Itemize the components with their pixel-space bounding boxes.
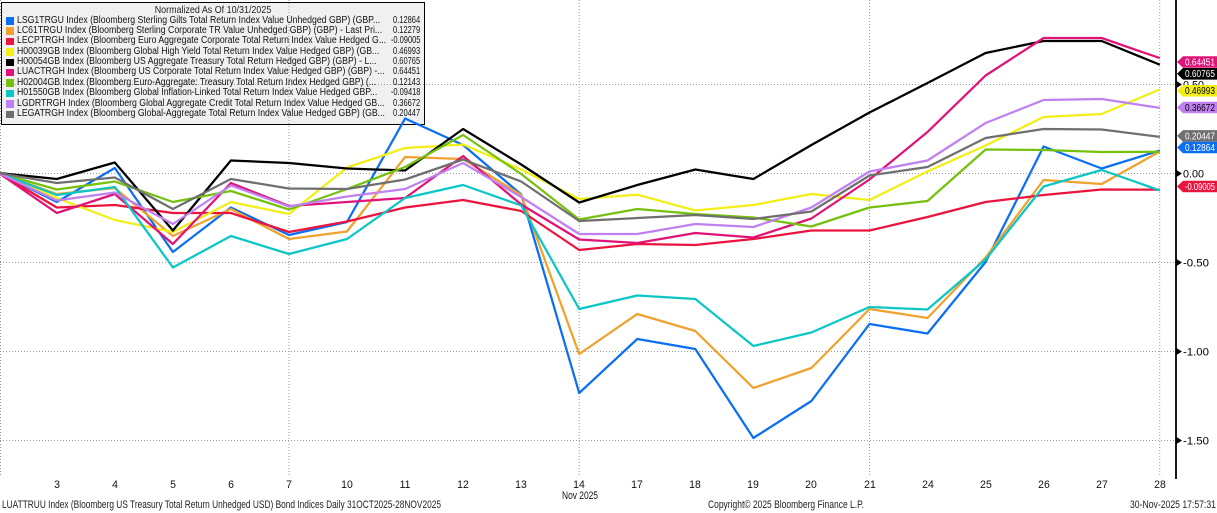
svg-text:-0.09005: -0.09005 xyxy=(1185,182,1215,193)
svg-text:0.46993: 0.46993 xyxy=(1185,86,1215,97)
svg-text:0.12864: 0.12864 xyxy=(1185,143,1215,154)
svg-text:-0.50: -0.50 xyxy=(1183,258,1209,270)
svg-text:-1.50: -1.50 xyxy=(1183,436,1209,448)
svg-text:0.64451: 0.64451 xyxy=(1185,57,1215,68)
svg-text:0.36672: 0.36672 xyxy=(1185,103,1215,114)
svg-text:0.60765: 0.60765 xyxy=(1185,69,1215,80)
svg-text:-1.00: -1.00 xyxy=(1183,347,1209,359)
svg-text:0.00: 0.00 xyxy=(1183,169,1204,181)
svg-text:0.20447: 0.20447 xyxy=(1185,131,1215,142)
